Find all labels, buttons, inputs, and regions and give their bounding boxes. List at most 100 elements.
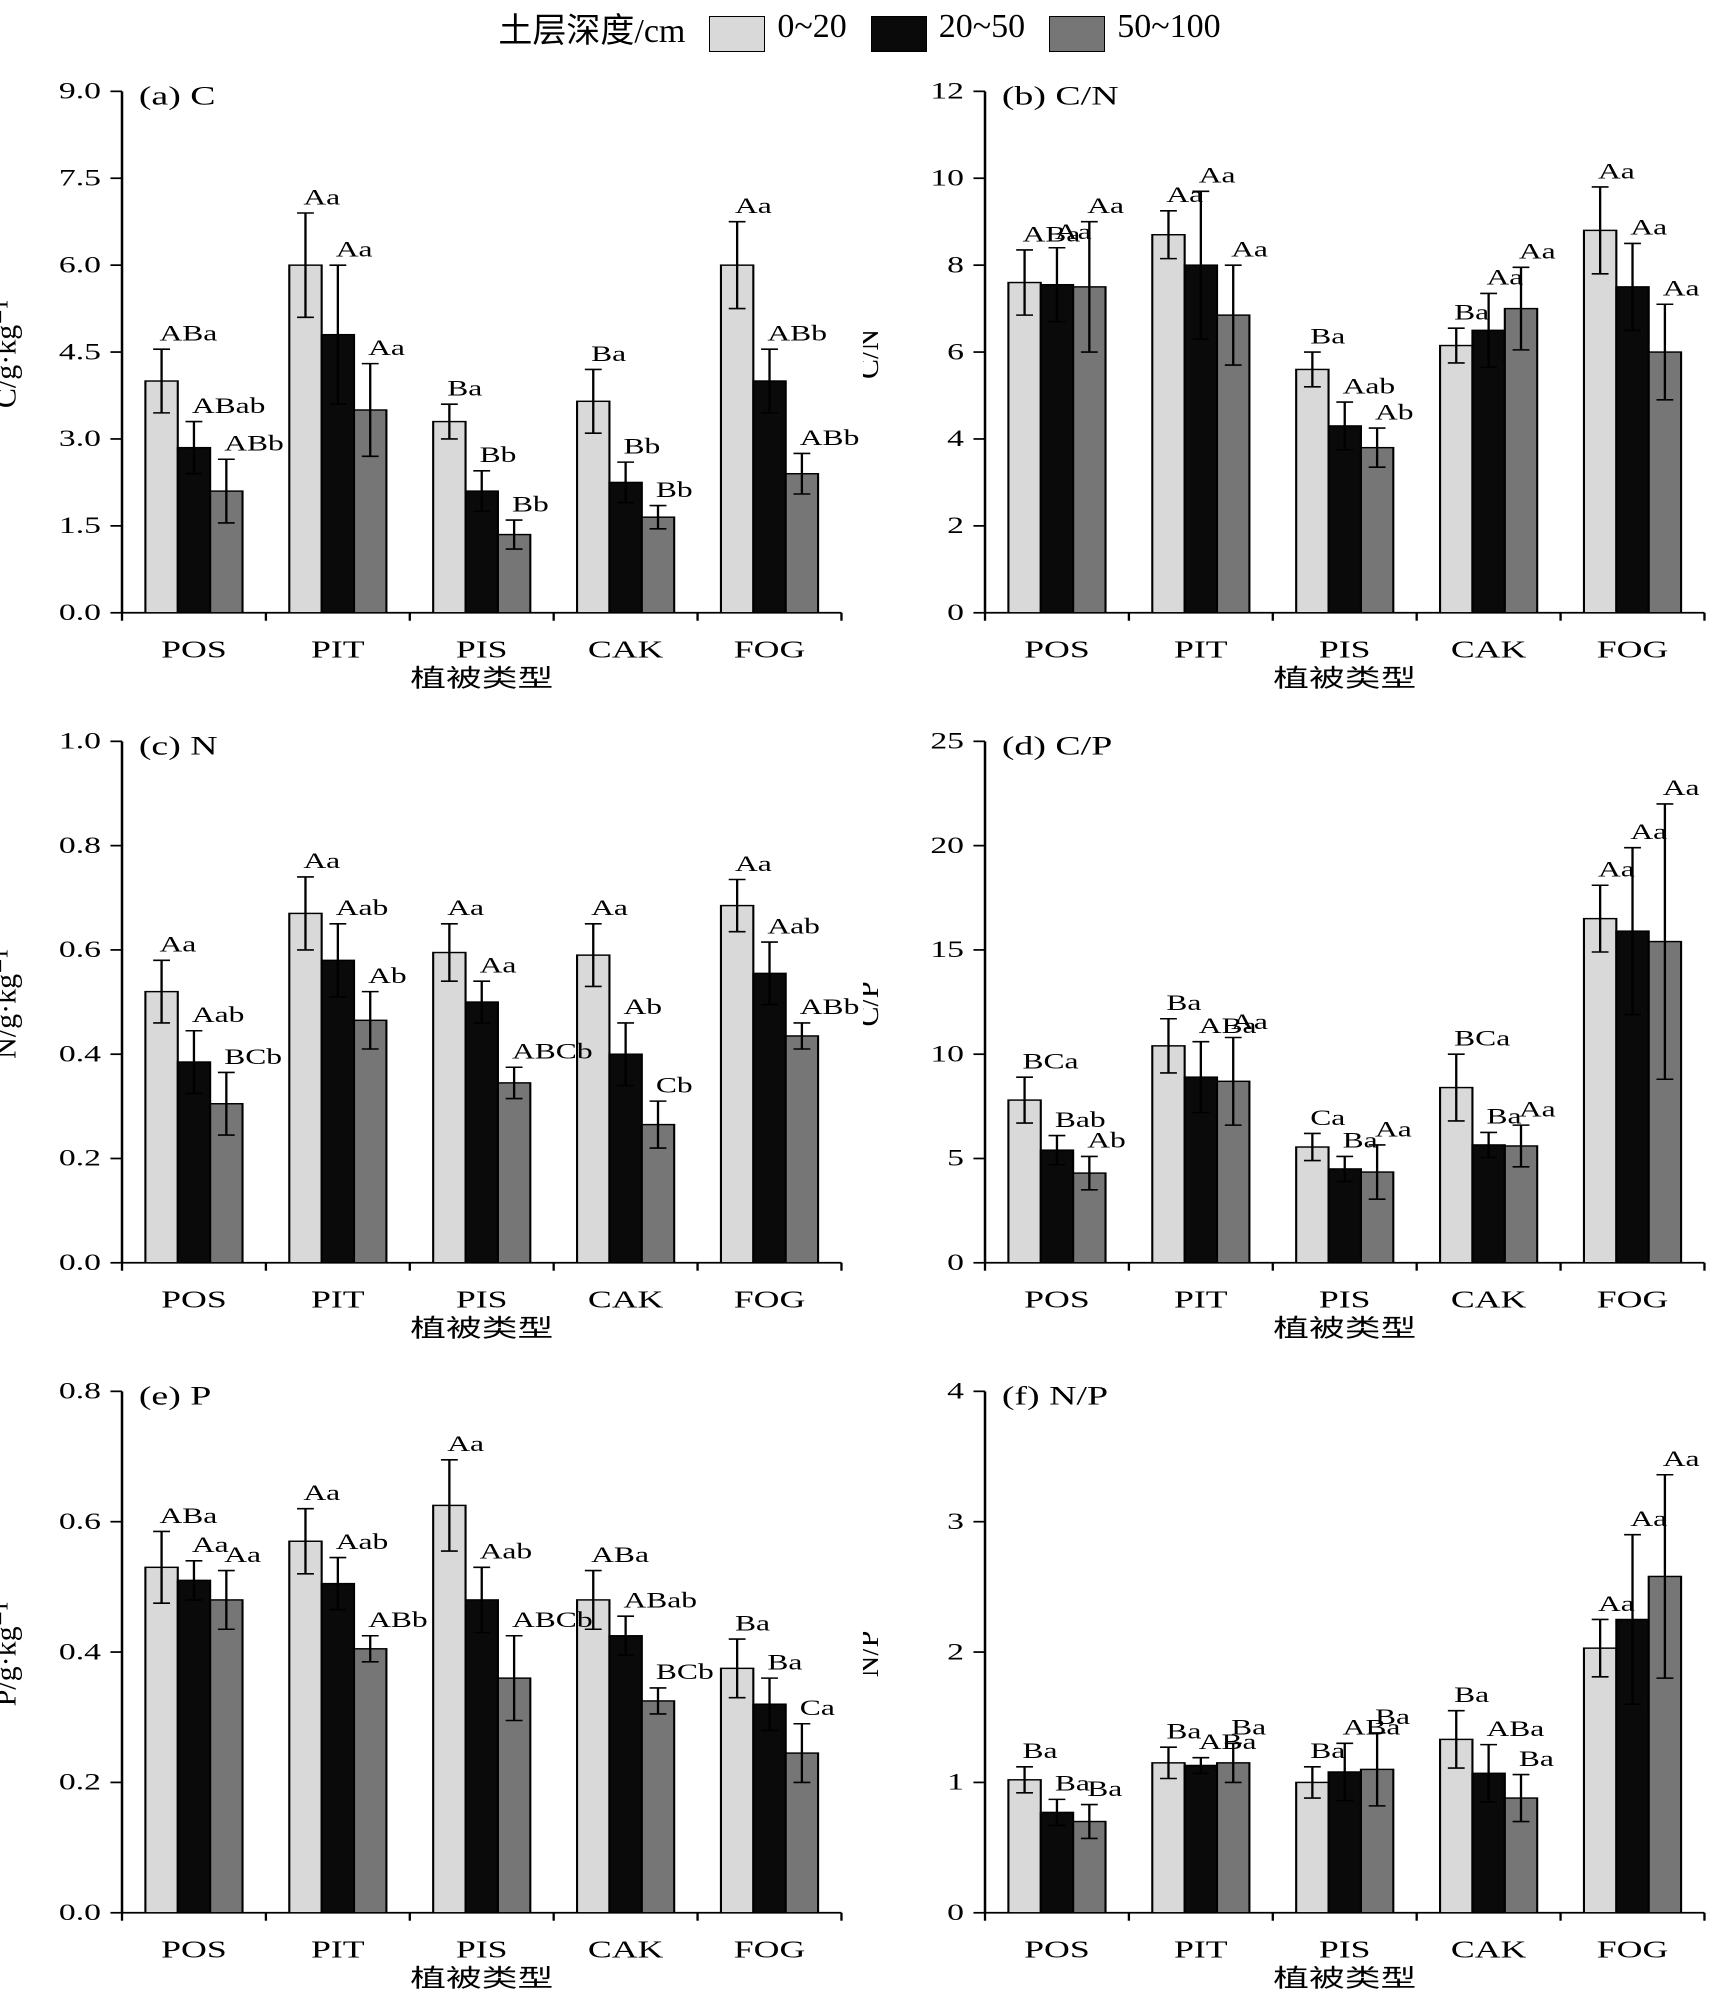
svg-text:0.8: 0.8	[59, 1379, 101, 1405]
svg-text:0.2: 0.2	[59, 1146, 101, 1172]
svg-text:3.0: 3.0	[59, 426, 101, 452]
svg-text:ABa: ABa	[591, 1543, 649, 1567]
svg-text:Ba: Ba	[1518, 1747, 1553, 1771]
svg-text:Bb: Bb	[624, 434, 661, 458]
svg-text:CAK: CAK	[1450, 1936, 1525, 1963]
svg-text:1.0: 1.0	[59, 729, 101, 755]
svg-text:Aa: Aa	[192, 1533, 229, 1557]
svg-text:Ba: Ba	[447, 376, 482, 400]
svg-text:9.0: 9.0	[59, 79, 101, 105]
svg-text:Ba: Ba	[1310, 324, 1345, 348]
svg-text:2: 2	[947, 1639, 964, 1665]
svg-text:1.5: 1.5	[59, 513, 101, 539]
svg-text:Aa: Aa	[1630, 216, 1667, 240]
svg-text:FOG: FOG	[734, 1936, 805, 1963]
svg-text:Aa: Aa	[447, 1432, 484, 1456]
svg-text:Aab: Aab	[1342, 374, 1395, 398]
svg-text:ABa: ABa	[159, 1504, 217, 1528]
svg-text:ABb: ABb	[224, 431, 284, 455]
svg-text:PIS: PIS	[456, 1286, 508, 1313]
svg-text:Aa: Aa	[224, 1543, 261, 1567]
svg-text:Ba: Ba	[1054, 1771, 1089, 1795]
svg-text:Aa: Aa	[1662, 776, 1699, 800]
svg-text:ABa: ABa	[159, 321, 217, 345]
svg-text:0: 0	[947, 1250, 964, 1276]
svg-text:植被类型: 植被类型	[410, 1965, 553, 1992]
svg-text:CAK: CAK	[588, 1286, 663, 1313]
svg-text:Aa: Aa	[368, 336, 405, 360]
svg-text:0.4: 0.4	[59, 1639, 101, 1665]
svg-text:ABCb: ABCb	[512, 1039, 593, 1063]
svg-text:ABCb: ABCb	[512, 1608, 593, 1632]
svg-text:BCb: BCb	[224, 1045, 282, 1069]
svg-text:PIS: PIS	[456, 636, 508, 663]
svg-text:ABb: ABb	[800, 995, 860, 1019]
svg-text:6.0: 6.0	[59, 252, 101, 278]
svg-text:Aa: Aa	[1518, 239, 1555, 263]
svg-text:Aa: Aa	[1198, 163, 1235, 187]
svg-text:(d) C/P: (d) C/P	[1001, 732, 1111, 761]
svg-text:Ba: Ba	[1342, 1129, 1377, 1153]
svg-text:10: 10	[930, 1041, 964, 1067]
svg-text:PIT: PIT	[1174, 1286, 1228, 1313]
svg-text:Aa: Aa	[159, 932, 196, 956]
svg-text:0.2: 0.2	[59, 1770, 101, 1796]
svg-text:Aa: Aa	[303, 849, 340, 873]
svg-text:Aa: Aa	[1598, 159, 1635, 183]
svg-text:6: 6	[947, 339, 964, 365]
svg-text:Bb: Bb	[656, 478, 693, 502]
svg-text:ABb: ABb	[800, 426, 860, 450]
svg-text:0.0: 0.0	[59, 600, 101, 626]
svg-text:POS: POS	[1024, 1936, 1090, 1963]
svg-text:(a) C: (a) C	[139, 82, 216, 111]
svg-text:PIT: PIT	[1174, 1936, 1228, 1963]
svg-text:Aa: Aa	[1518, 1097, 1555, 1121]
svg-text:Aab: Aab	[336, 1530, 389, 1554]
svg-text:Ca: Ca	[800, 1696, 835, 1720]
svg-text:Ba: Ba	[1454, 1683, 1489, 1707]
svg-text:Aab: Aab	[192, 1003, 245, 1027]
svg-text:0.6: 0.6	[59, 1509, 101, 1535]
svg-text:POS: POS	[1024, 636, 1090, 663]
svg-text:Aa: Aa	[1166, 183, 1203, 207]
svg-text:Ab: Ab	[368, 964, 407, 988]
svg-text:4.5: 4.5	[59, 339, 101, 365]
svg-text:Ba: Ba	[1022, 1739, 1057, 1763]
svg-text:ABb: ABb	[767, 321, 827, 345]
svg-text:Aa: Aa	[1054, 220, 1091, 244]
svg-text:植被类型: 植被类型	[410, 1315, 553, 1342]
svg-text:Aa: Aa	[735, 852, 772, 876]
svg-text:0.0: 0.0	[59, 1900, 101, 1926]
svg-text:Aa: Aa	[591, 896, 628, 920]
svg-text:Ba: Ba	[767, 1650, 802, 1674]
svg-text:Aa: Aa	[1087, 194, 1124, 218]
svg-text:Ab: Ab	[624, 995, 663, 1019]
svg-text:0.4: 0.4	[59, 1041, 101, 1067]
svg-text:(e) P: (e) P	[139, 1382, 212, 1411]
svg-text:POS: POS	[161, 1936, 227, 1963]
svg-text:(c) N: (c) N	[139, 732, 218, 761]
svg-text:2: 2	[947, 513, 964, 539]
svg-text:Aa: Aa	[480, 953, 517, 977]
svg-text:Aa: Aa	[1662, 1447, 1699, 1471]
svg-text:Ba: Ba	[1486, 1105, 1521, 1129]
svg-text:12: 12	[930, 79, 964, 105]
svg-text:ABa: ABa	[1486, 1717, 1544, 1741]
svg-text:ABab: ABab	[192, 394, 266, 418]
svg-text:Ba: Ba	[1231, 1715, 1266, 1739]
svg-text:FOG: FOG	[1596, 1286, 1667, 1313]
svg-text:Bb: Bb	[480, 443, 517, 467]
svg-text:3: 3	[947, 1509, 964, 1535]
svg-text:4: 4	[947, 1379, 964, 1405]
svg-text:CAK: CAK	[1450, 636, 1525, 663]
svg-text:Aa: Aa	[1598, 857, 1635, 881]
svg-text:PIS: PIS	[1318, 1286, 1370, 1313]
svg-text:Aab: Aab	[767, 914, 820, 938]
svg-text:PIS: PIS	[1318, 636, 1370, 663]
svg-text:植被类型: 植被类型	[1273, 665, 1416, 692]
svg-text:植被类型: 植被类型	[1273, 1315, 1416, 1342]
svg-text:PIS: PIS	[1318, 1936, 1370, 1963]
svg-text:5: 5	[947, 1146, 964, 1172]
svg-text:Bb: Bb	[512, 492, 549, 516]
svg-text:植被类型: 植被类型	[1273, 1965, 1416, 1992]
